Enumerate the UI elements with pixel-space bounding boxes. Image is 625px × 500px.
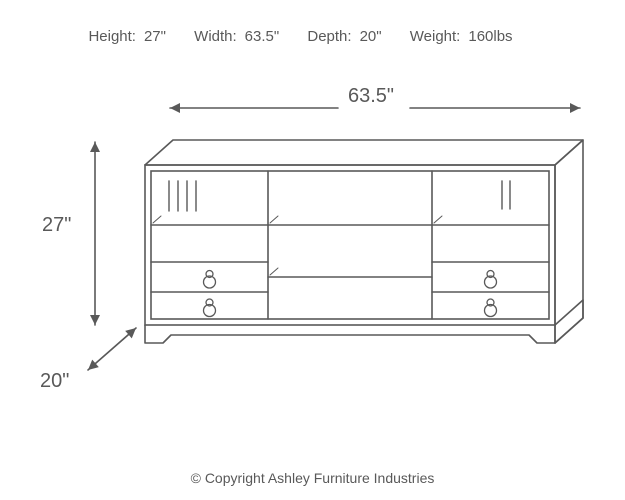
furniture-line-drawing bbox=[0, 0, 625, 500]
copyright-text: © Copyright Ashley Furniture Industries bbox=[0, 470, 625, 486]
diagram-canvas: Height:27" Width:63.5" Depth:20" Weight:… bbox=[0, 0, 625, 500]
